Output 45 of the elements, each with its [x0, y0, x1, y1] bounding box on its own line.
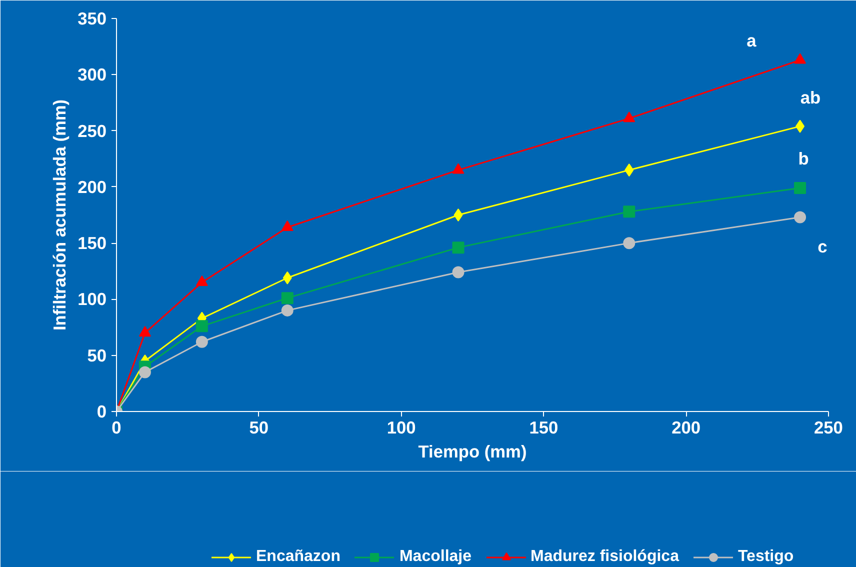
- point: [794, 211, 806, 224]
- y-axis-title: Infiltración acumulada (mm): [50, 99, 70, 331]
- y-tick-label: 250: [78, 120, 107, 141]
- legend-label: Madurez fisiológica: [530, 548, 679, 566]
- point: [452, 242, 464, 254]
- point: [281, 292, 294, 304]
- annotation: ab: [800, 88, 821, 108]
- point: [794, 53, 806, 64]
- y-tick-label: 300: [78, 64, 107, 85]
- x-tick-label: 200: [672, 418, 701, 438]
- legend-label: Macollaje: [399, 548, 472, 566]
- x-tick-label: 150: [529, 418, 558, 438]
- point: [796, 120, 805, 133]
- point: [624, 164, 634, 177]
- x-axis-title: Tiempo (mm): [418, 442, 527, 462]
- point: [281, 304, 294, 316]
- y-tick-label: 50: [87, 345, 107, 366]
- point: [138, 366, 151, 378]
- point: [452, 266, 464, 278]
- y-tick-label: 150: [78, 233, 107, 254]
- annotation: b: [798, 148, 809, 168]
- x-tick-label: 50: [249, 418, 269, 438]
- y-tick-label: 0: [96, 402, 107, 422]
- point: [454, 208, 463, 222]
- point: [794, 182, 806, 194]
- point: [196, 320, 208, 332]
- point: [138, 326, 151, 337]
- y-tick-label: 350: [78, 8, 107, 28]
- point: [282, 271, 292, 284]
- point: [452, 163, 464, 174]
- point: [623, 206, 636, 218]
- x-tick-label: 0: [112, 418, 122, 438]
- point: [196, 336, 208, 348]
- point: [623, 112, 636, 122]
- legend-label: Testigo: [738, 548, 794, 566]
- y-tick-label: 200: [78, 176, 107, 197]
- point: [623, 237, 636, 250]
- point: [281, 220, 294, 232]
- legend-label: Encañazon: [256, 548, 340, 566]
- annotation: c: [818, 236, 828, 256]
- x-tick-label: 250: [814, 418, 843, 438]
- point: [196, 276, 208, 286]
- annotation: a: [746, 30, 757, 50]
- y-tick-label: 100: [78, 289, 107, 310]
- x-tick-label: 100: [386, 418, 416, 438]
